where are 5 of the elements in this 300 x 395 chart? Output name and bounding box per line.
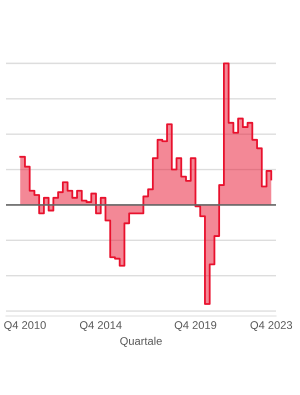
x-tick-label: Q4 2010 bbox=[4, 321, 46, 332]
x-axis-title: Quartale bbox=[120, 336, 162, 347]
x-tick-label: Q4 2014 bbox=[80, 321, 122, 332]
x-tick-label: Q4 2019 bbox=[174, 321, 216, 332]
x-tick-label: Q4 2023 bbox=[250, 321, 292, 332]
